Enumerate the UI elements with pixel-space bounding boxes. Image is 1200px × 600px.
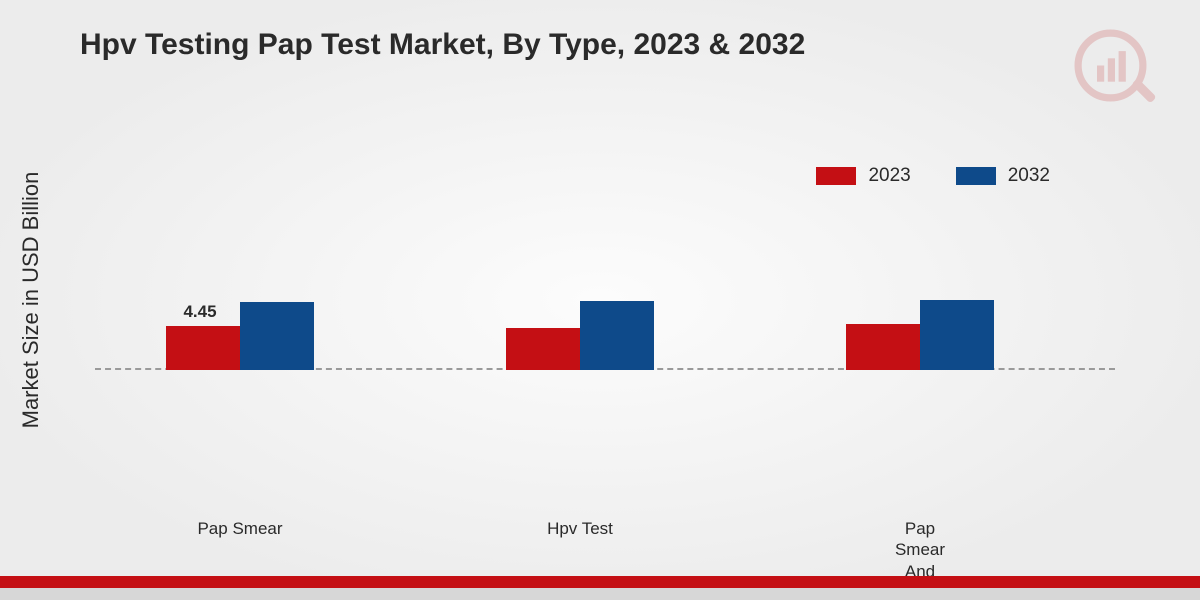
bar-2023 [166, 326, 240, 371]
category-label: Pap Smear [140, 518, 340, 539]
footer-grey-bar [0, 588, 1200, 600]
legend-swatch-2032 [956, 167, 996, 185]
chart-container: Hpv Testing Pap Test Market, By Type, 20… [0, 0, 1200, 600]
legend: 2023 2032 [816, 165, 1050, 187]
bar-2023 [506, 328, 580, 370]
legend-label-2032: 2032 [1008, 165, 1050, 187]
legend-swatch-2023 [816, 167, 856, 185]
value-label: 4.45 [160, 302, 240, 322]
bar-2032 [240, 302, 314, 370]
y-axis-label: Market Size in USD Billion [18, 172, 44, 429]
legend-item-2023: 2023 [816, 165, 910, 187]
watermark-logo-icon [1070, 25, 1160, 115]
page-title: Hpv Testing Pap Test Market, By Type, 20… [80, 28, 805, 62]
legend-item-2032: 2032 [956, 165, 1050, 187]
bar-2023 [846, 324, 920, 370]
bar-2032 [920, 300, 994, 370]
category-label: Hpv Test [480, 518, 680, 539]
legend-label-2023: 2023 [868, 165, 910, 187]
plot-area: 4.45Pap SmearHpv TestPapSmearAndHpvTest [95, 230, 1115, 430]
footer-red-bar [0, 576, 1200, 588]
bar-2032 [580, 301, 654, 370]
